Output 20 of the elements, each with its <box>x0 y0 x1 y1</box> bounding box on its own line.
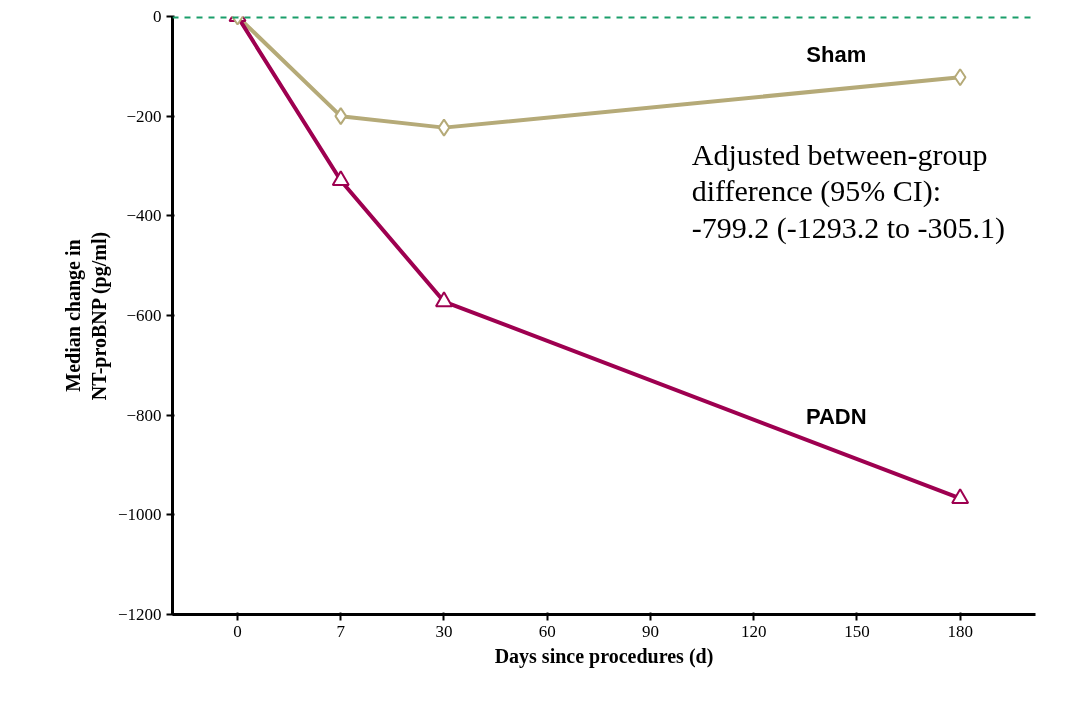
x-tick-label: 30 <box>435 621 453 641</box>
x-tick-label: 0 <box>233 621 242 641</box>
x-tick-label: 150 <box>844 621 870 641</box>
x-tick-label: 7 <box>336 621 346 641</box>
x-tick-label: 180 <box>947 621 973 641</box>
y-axis-title: Median change in NT-proBNP (pg/ml) <box>61 231 111 401</box>
x-tick-label: 60 <box>538 621 556 641</box>
x-tick-label: 90 <box>641 621 659 641</box>
series-label: PADN <box>805 403 867 429</box>
series-label: Sham <box>806 41 867 67</box>
y-tick-label: −600 <box>126 306 162 325</box>
y-tick-label: −800 <box>126 405 162 425</box>
x-tick-label: 120 <box>740 621 767 641</box>
y-tick-label: −1200 <box>117 605 162 624</box>
y-tick-label: 0 <box>153 7 162 26</box>
y-tick-label: −1000 <box>117 505 162 525</box>
annotation: Adjusted between-group difference (95% CI): -799.2 (-1293.2 to -305.1) <box>691 138 1006 245</box>
y-tick-label: −200 <box>126 106 162 126</box>
y-tick-label: −400 <box>126 206 162 226</box>
x-axis-title: Days since procedures (d) <box>494 644 714 668</box>
